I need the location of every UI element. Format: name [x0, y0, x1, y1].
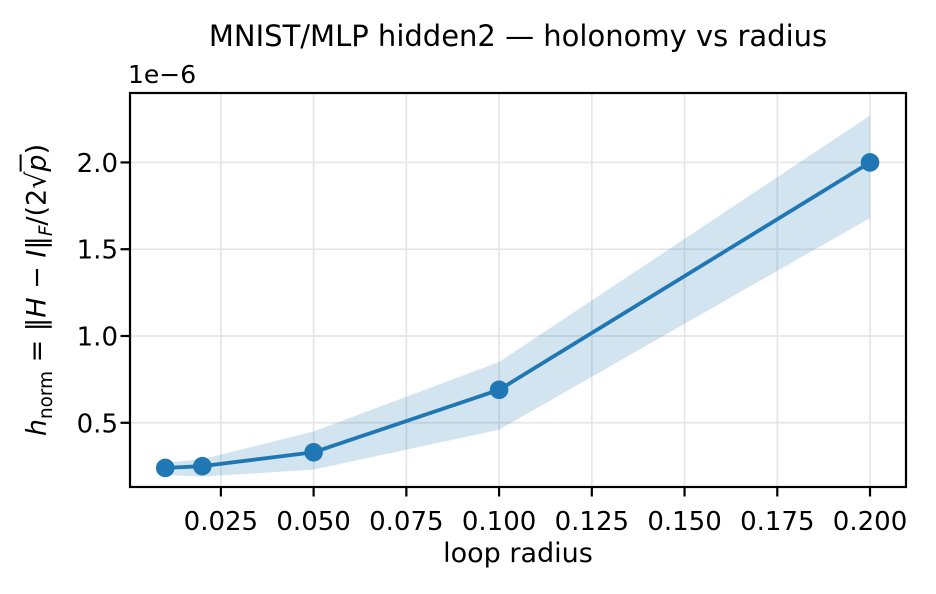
- y-tick-label: 2.0: [77, 149, 118, 179]
- data-point-marker: [304, 442, 323, 462]
- y-tick-label: 1.5: [77, 236, 118, 266]
- y-axis-offset-text: 1e−6: [128, 60, 197, 89]
- x-tick-label: 0.175: [740, 507, 814, 537]
- y-tick-label: 0.5: [77, 409, 118, 439]
- data-point-marker: [860, 153, 880, 172]
- x-tick-label: 0.200: [833, 507, 907, 537]
- x-tick-label: 0.075: [369, 507, 443, 537]
- axes-border: [128, 91, 908, 489]
- chart-title: MNIST/MLP hidden2 — holonomy vs radius: [208, 19, 828, 53]
- x-tick-label: 0.100: [462, 507, 536, 537]
- x-tick-label: 0.150: [647, 507, 721, 537]
- confidence-band: [165, 115, 871, 477]
- x-tick-label: 0.050: [276, 507, 350, 537]
- data-point-marker: [155, 458, 175, 478]
- x-tick-label: 0.125: [555, 507, 629, 537]
- y-tick-label: 1.0: [77, 322, 118, 352]
- x-tick-label: 0.025: [184, 507, 258, 537]
- data-point-marker: [193, 456, 212, 476]
- x-axis-label: loop radius: [443, 538, 593, 569]
- data-point-marker: [489, 380, 509, 400]
